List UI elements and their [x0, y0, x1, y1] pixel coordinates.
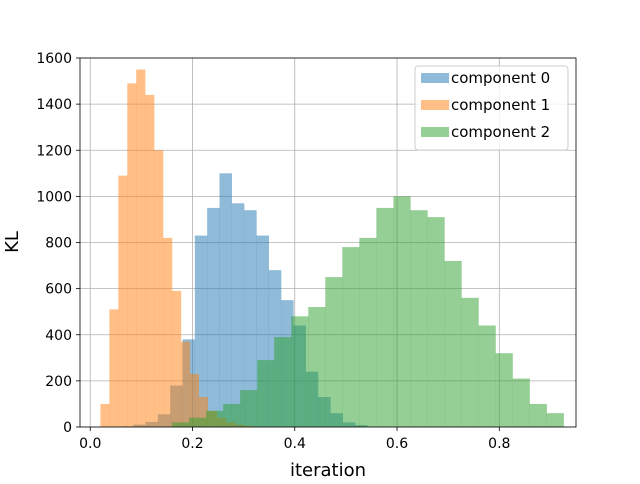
- histogram-bar: [154, 150, 163, 427]
- x-tick-label: 0.6: [386, 436, 408, 452]
- histogram-bar: [145, 95, 154, 427]
- histogram-bar: [172, 291, 181, 427]
- y-tick-label: 800: [45, 236, 72, 252]
- histogram-bar: [462, 298, 479, 427]
- histogram-bar: [206, 411, 223, 427]
- x-tick-label: 0.4: [284, 436, 306, 452]
- legend-label: component 2: [451, 123, 550, 141]
- y-tick-label: 0: [63, 420, 72, 436]
- histogram-bar: [444, 261, 461, 427]
- x-axis-label: iteration: [290, 460, 366, 480]
- histogram-bar: [172, 422, 189, 427]
- histogram-bar: [109, 309, 118, 427]
- y-tick-label: 1400: [36, 97, 72, 113]
- histogram-bar: [219, 173, 232, 427]
- y-tick-label: 1200: [36, 143, 72, 159]
- legend-label: component 1: [451, 96, 550, 114]
- legend-swatch: [421, 73, 449, 83]
- histogram-bar: [359, 238, 376, 427]
- histogram-bar: [274, 337, 291, 427]
- x-tick-label: 0.2: [181, 436, 203, 452]
- y-tick-label: 400: [45, 328, 72, 344]
- histogram-bar: [427, 217, 444, 427]
- histogram-bar: [325, 277, 342, 427]
- histogram-bar: [393, 196, 410, 427]
- y-tick-label: 200: [45, 374, 72, 390]
- x-tick-label: 0.8: [488, 436, 510, 452]
- histogram-bar: [100, 404, 109, 427]
- histogram-bar: [223, 404, 240, 427]
- histogram-bar: [257, 360, 274, 427]
- histogram-bar: [376, 208, 393, 427]
- histogram-bar: [547, 413, 564, 427]
- histogram-bar: [496, 353, 513, 427]
- histogram-bar: [291, 316, 308, 427]
- y-tick-label: 600: [45, 282, 72, 298]
- histogram-bar: [308, 307, 325, 427]
- histogram-bar: [410, 210, 427, 427]
- histogram-bar: [513, 379, 530, 427]
- x-tick-label: 0.0: [79, 436, 101, 452]
- legend-swatch: [421, 127, 449, 137]
- histogram-bar: [530, 404, 547, 427]
- histogram-bar: [207, 208, 220, 427]
- histogram-bar: [479, 326, 496, 427]
- histogram-bar: [118, 176, 127, 427]
- histogram-bar: [127, 83, 136, 427]
- histogram-bar: [240, 390, 257, 427]
- histogram-bar: [342, 247, 359, 427]
- legend: component 0 component 1 component 2: [415, 66, 568, 150]
- histogram-bar: [189, 418, 206, 427]
- y-axis-label: KL: [2, 231, 23, 253]
- histogram-bar: [163, 238, 172, 427]
- y-tick-label: 1000: [36, 189, 72, 205]
- legend-label: component 0: [451, 69, 550, 87]
- y-tick-label: 1600: [36, 51, 72, 67]
- histogram-bar: [136, 70, 145, 427]
- histogram-bar: [181, 342, 190, 427]
- legend-swatch: [421, 100, 449, 110]
